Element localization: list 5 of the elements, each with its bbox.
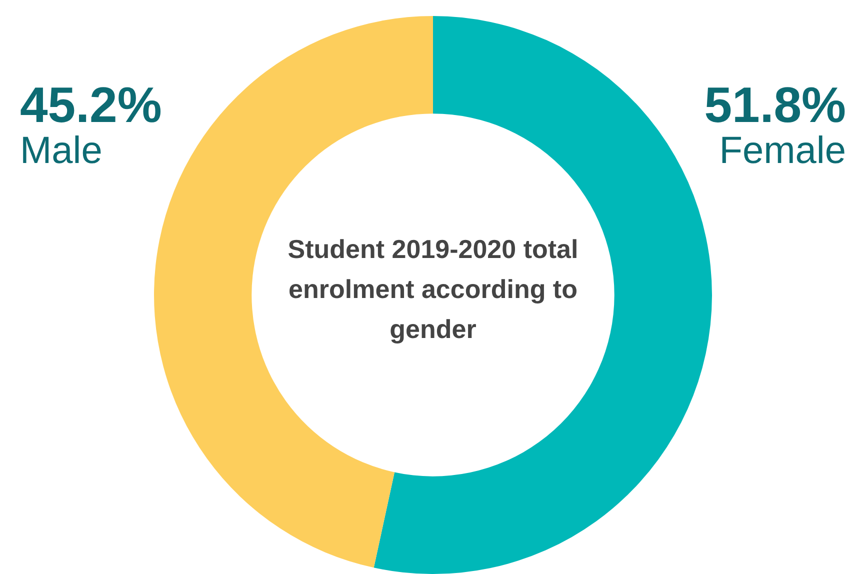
data-label: 51.8%: [704, 77, 846, 133]
data-label: 45.2%: [20, 77, 162, 133]
slice-label: Male: [20, 130, 102, 172]
slice-label: Female: [719, 130, 846, 172]
text: Student 2019-2020 total enrolment according to gender: [288, 234, 578, 344]
